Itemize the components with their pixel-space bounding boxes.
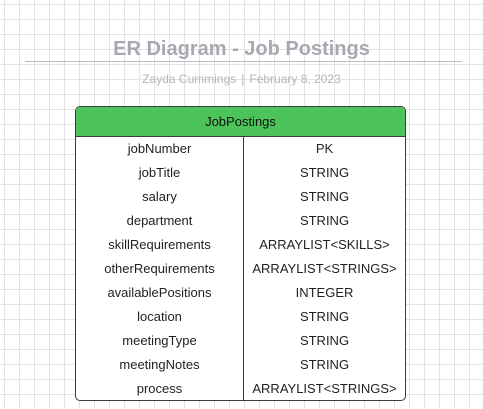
field-type-cell: ARRAYLIST<STRINGS> bbox=[252, 261, 397, 276]
field-type-cell: STRING bbox=[299, 333, 350, 348]
field-name-cell: otherRequirements bbox=[104, 261, 215, 276]
diagram-subtitle: Zayda Cummings | February 8, 2023 bbox=[0, 72, 483, 86]
field-type-cell: STRING bbox=[299, 165, 350, 180]
field-name-cell: department bbox=[126, 213, 193, 228]
field-type-cell: STRING bbox=[299, 189, 350, 204]
field-name-cell: jobTitle bbox=[138, 165, 181, 180]
subtitle-separator: | bbox=[241, 72, 245, 86]
entity-jobpostings[interactable]: JobPostings jobNumber jobTitle salary depar… bbox=[75, 106, 406, 401]
field-type-cell: ARRAYLIST<STRINGS> bbox=[252, 381, 397, 396]
field-type-cell: ARRAYLIST<SKILLS> bbox=[259, 237, 390, 252]
field-name-cell: location bbox=[137, 309, 182, 324]
author-name: Zayda Cummings bbox=[142, 72, 237, 86]
field-name-cell: skillRequirements bbox=[108, 237, 211, 252]
field-name-cell: jobNumber bbox=[127, 141, 192, 156]
field-name-cell: meetingType bbox=[122, 333, 197, 348]
field-type-cell: INTEGER bbox=[295, 285, 354, 300]
field-type-cell: STRING bbox=[299, 213, 350, 228]
field-type-cell: STRING bbox=[299, 357, 350, 372]
field-type-column: PK STRING STRING STRING ARRAYLIST<SKILLS> ARR… bbox=[244, 137, 405, 400]
field-name-cell: process bbox=[136, 381, 183, 396]
field-name-column: jobNumber jobTitle salary department skillRe… bbox=[76, 137, 244, 400]
entity-header: JobPostings bbox=[76, 107, 405, 137]
field-name-cell: meetingNotes bbox=[119, 357, 200, 372]
field-name-cell: availablePositions bbox=[107, 285, 212, 300]
diagram-date: February 8, 2023 bbox=[249, 72, 341, 86]
field-type-cell: STRING bbox=[299, 309, 350, 324]
title-divider bbox=[25, 61, 462, 62]
diagram-title: ER Diagram - Job Postings bbox=[113, 38, 370, 60]
entity-body: jobNumber jobTitle salary department skillRe… bbox=[76, 137, 405, 400]
field-type-cell: PK bbox=[315, 141, 334, 156]
field-name-cell: salary bbox=[142, 189, 177, 204]
